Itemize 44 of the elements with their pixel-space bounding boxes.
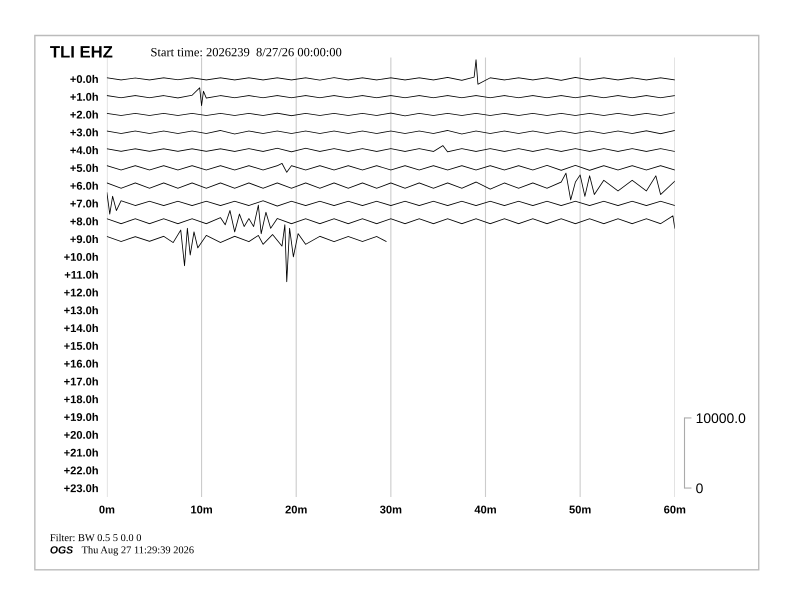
line-series [106,162,675,173]
y-tick-label: +19.0h [64,412,98,422]
y2-tick-label: 10000.0 [696,413,746,424]
x-tick-label: 50m [569,506,591,514]
x-tick-label: 0m [99,506,114,514]
y-tick-label: +20.0h [64,430,98,439]
y-tick-label: +8.0h [70,217,98,226]
y2-tick-label: 0 [696,483,703,494]
line-series [106,87,675,106]
y-tick-label: +3.0h [70,128,98,136]
x-tick-label: 40m [474,506,496,514]
y-tick-label: +14.0h [64,324,98,332]
x-tick-label: 20m [285,506,307,514]
y-tick-label: +0.0h [70,74,98,84]
line-series [106,204,675,234]
y-tick-label: +15.0h [64,342,98,350]
x-tick-label: 60m [664,506,686,514]
y-tick-label: +1.0h [70,92,98,101]
y-tick-label: +7.0h [70,199,98,208]
y-tick-label: +18.0h [64,395,98,404]
y-tick-label: +22.0h [64,466,98,474]
text: Filter: BW 0.5 5 0.0 0 [50,534,142,542]
y-tick-label: +2.0h [70,110,98,119]
y-tick-label: +12.0h [64,288,98,296]
y-tick-label: +13.0h [64,306,98,314]
y-tick-label: +10.0h [64,252,98,261]
line-series [106,224,387,282]
y-tick-label: +17.0h [64,377,98,386]
chart-title: TLI EHZ [50,46,112,58]
x-tick-label: 10m [191,506,212,514]
y-tick-label: +11.0h [64,270,98,279]
line-series [106,59,675,85]
x-tick-label: 30m [380,506,402,514]
y-tick-label: +9.0h [70,234,98,244]
y-tick-label: +4.0h [70,146,98,154]
text: OGS [50,546,73,554]
line-series [106,145,675,152]
text: Thu Aug 27 11:29:39 2026 [82,546,194,556]
y-tick-label: +23.0h [64,484,98,492]
y-tick-label: +6.0h [70,182,98,190]
y-tick-label: +21.0h [64,448,98,457]
y-tick-label: +16.0h [64,359,98,368]
chart-subtitle: Start time: 2026239 8/27/26 00:00:00 [151,48,342,56]
y-tick-label: +5.0h [70,164,98,172]
